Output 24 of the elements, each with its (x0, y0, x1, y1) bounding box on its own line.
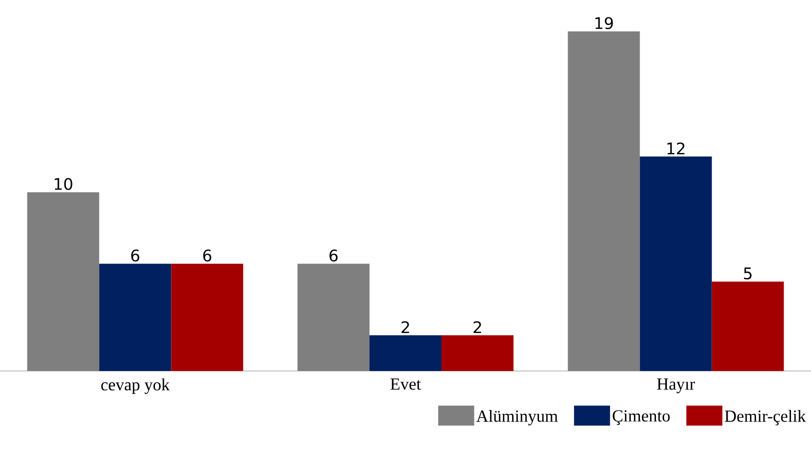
data-label: 10 (54, 178, 72, 190)
data-label: 6 (203, 249, 212, 262)
data-label: 2 (474, 321, 481, 334)
bar (99, 264, 172, 371)
x-tick-label: Hayır (657, 378, 695, 394)
data-label: 6 (131, 249, 140, 262)
bar (298, 264, 370, 371)
data-label: 6 (330, 249, 338, 262)
x-tick-label: cevap yok (101, 378, 170, 394)
bar (370, 335, 442, 371)
legend-label: Çimento (612, 410, 670, 426)
bar (568, 31, 640, 371)
legend-label: Demir-çelik (724, 410, 806, 426)
data-label: 12 (667, 142, 684, 154)
bar (712, 282, 784, 371)
x-tick-label: Evet (390, 378, 421, 390)
bar (171, 264, 244, 371)
data-label: 19 (595, 17, 613, 30)
bar (27, 192, 100, 371)
legend-label: Alüminyum (476, 410, 558, 426)
bar (640, 156, 712, 371)
data-label: 2 (402, 321, 409, 334)
data-label: 5 (744, 268, 752, 280)
bar (442, 335, 514, 371)
